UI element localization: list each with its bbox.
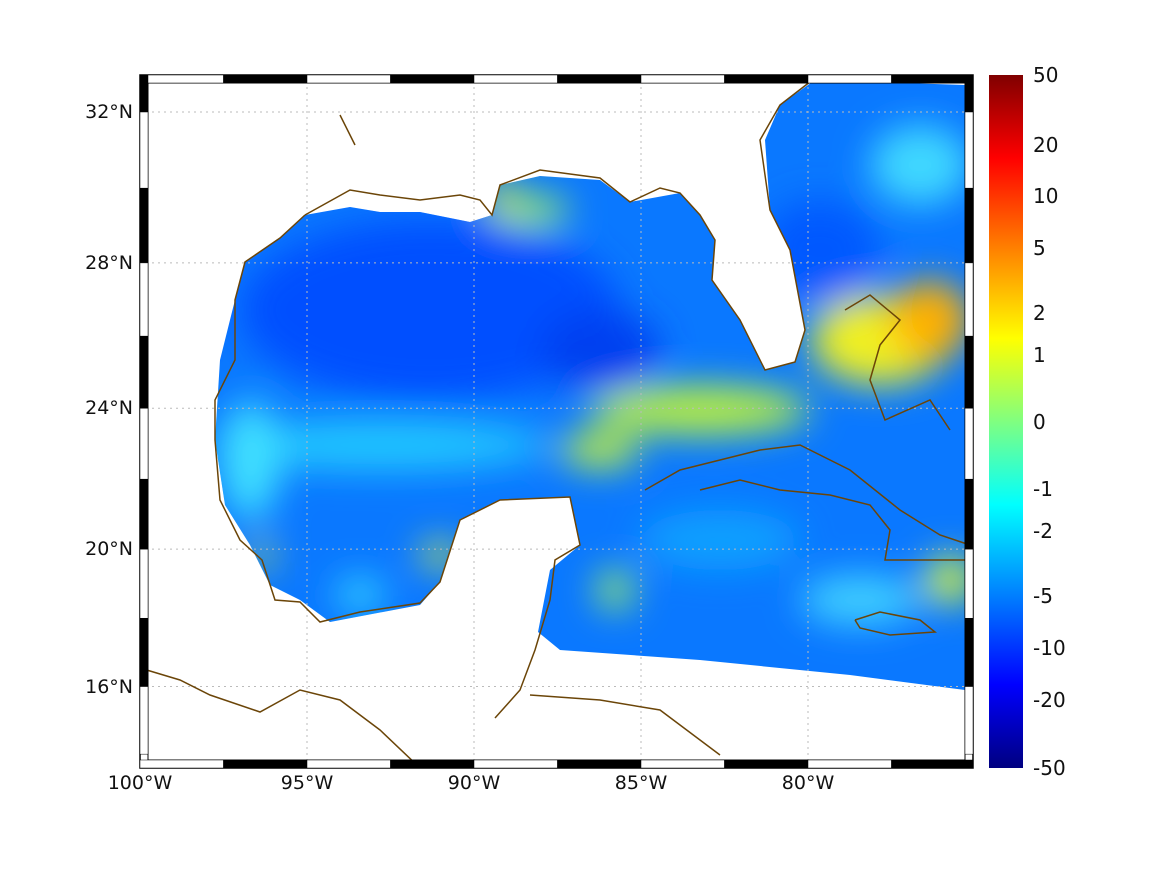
frame-segment (807, 759, 892, 769)
frame-segment (139, 111, 149, 189)
map-frame (139, 74, 974, 769)
lat-tick-label: 20°N (85, 538, 133, 561)
frame-segment (724, 74, 809, 84)
frame-segment (139, 478, 149, 550)
frame-segment (139, 74, 149, 113)
frame-segment (139, 617, 149, 687)
frame-segment (964, 74, 974, 113)
colorbar-tick-label: 2 (1033, 301, 1046, 325)
frame-segment (891, 74, 974, 84)
colorbar (989, 75, 1023, 768)
lat-tick-label: 32°N (85, 101, 133, 123)
frame-segment (724, 759, 809, 769)
lon-tick-label: 95°W (280, 772, 334, 794)
frame-segment (390, 74, 475, 84)
frame-segment (640, 759, 725, 769)
frame-segment (964, 335, 974, 409)
field-data (215, 80, 965, 690)
lat-tick-label: 28°N (85, 251, 133, 274)
colorbar-tick-label: -5 (1033, 584, 1053, 608)
colorbar-tick-label: 20 (1033, 133, 1059, 157)
frame-segment (964, 262, 974, 337)
frame-segment (964, 617, 974, 687)
frame-segment (557, 759, 642, 769)
lon-tick-label: 80°W (781, 772, 835, 794)
lat-tick-label: 24°N (85, 397, 133, 420)
frame-segment (390, 759, 475, 769)
frame-segment (964, 548, 974, 619)
colorbar-tick-label: 50 (1033, 63, 1059, 87)
frame-segment (139, 74, 224, 84)
colorbar-tick-label: 0 (1033, 410, 1046, 434)
frame-segment (964, 111, 974, 189)
frame-segment (964, 686, 974, 755)
frame-segment (891, 759, 974, 769)
frame-segment (306, 74, 391, 84)
frame-segment (964, 408, 974, 480)
frame-segment (223, 759, 308, 769)
frame-segment (139, 187, 149, 264)
colorbar-tick-label: -10 (1033, 636, 1066, 660)
colorbar-tick-label: -2 (1033, 519, 1053, 543)
lon-tick-label: 85°W (614, 772, 668, 794)
frame-segment (306, 759, 391, 769)
frame-segment (473, 759, 558, 769)
frame-segment (139, 759, 224, 769)
colorbar-tick-label: 10 (1033, 184, 1059, 208)
frame-segment (223, 74, 308, 84)
lon-tick-label: 90°W (447, 772, 501, 794)
frame-segment (139, 686, 149, 755)
colorbar-tick-label: 5 (1033, 236, 1046, 260)
frame-segment (139, 408, 149, 480)
frame-segment (139, 548, 149, 619)
colorbar-tick-label: 1 (1033, 343, 1046, 367)
colorbar-tick-label: -1 (1033, 477, 1053, 501)
coastlines (139, 77, 971, 769)
grid-lines (140, 75, 973, 768)
frame-segment (557, 74, 642, 84)
frame-segment (139, 335, 149, 409)
frame-segment (964, 187, 974, 264)
lon-tick-label: 100°W (107, 772, 173, 794)
frame-segment (640, 74, 725, 84)
frame-segment (964, 478, 974, 550)
colorbar-tick-label: -50 (1033, 756, 1066, 780)
lat-tick-label: 16°N (85, 675, 133, 698)
frame-segment (473, 74, 558, 84)
frame-segment (139, 262, 149, 337)
frame-segment (807, 74, 892, 84)
colorbar-tick-label: -20 (1033, 688, 1066, 712)
